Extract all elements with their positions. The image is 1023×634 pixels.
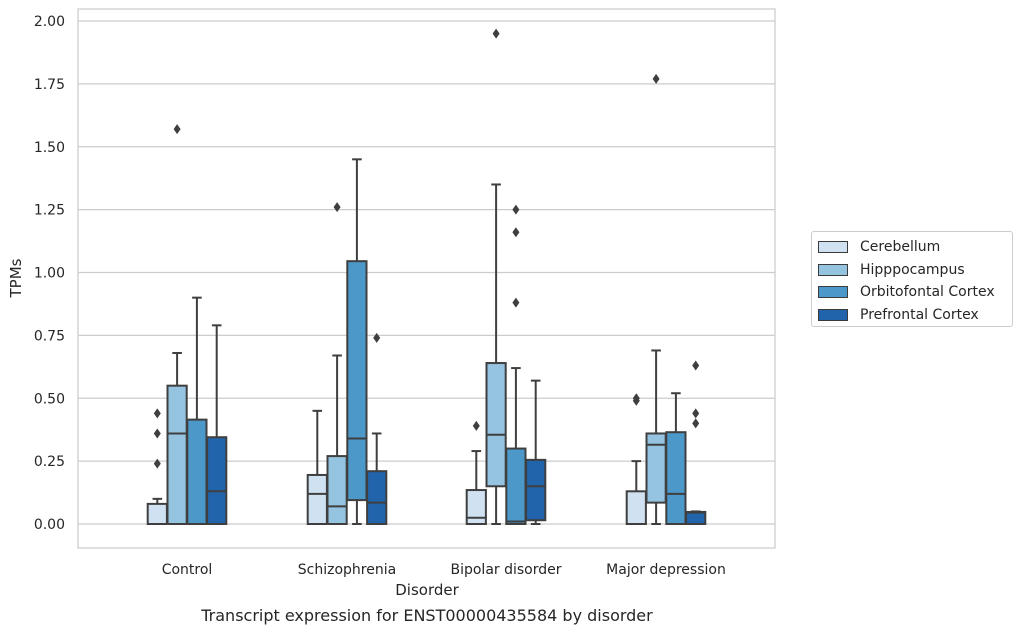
box-orbitofontal-cortex-major-depression xyxy=(665,392,687,526)
legend-label-hippocampus: Hipppocampus xyxy=(860,261,965,278)
outlier-point xyxy=(153,458,161,469)
outlier-point xyxy=(652,73,660,84)
box-hipppocampus-schizophrenia xyxy=(326,202,348,525)
box-cerebellum-schizophrenia xyxy=(306,409,328,525)
outlier-point xyxy=(173,124,181,135)
box-orbitofontal-cortex-bipolar-disorder xyxy=(505,204,527,525)
legend-label-orbitofrontal: Orbitofontal Cortex xyxy=(860,284,995,301)
box-iqr xyxy=(166,384,188,525)
box-hipppocampus-bipolar-disorder xyxy=(485,28,507,525)
outlier-point xyxy=(153,408,161,419)
box-iqr xyxy=(465,489,487,525)
box-cerebellum-major-depression xyxy=(625,393,647,525)
legend-swatch-cerebellum xyxy=(818,241,848,254)
legend: Cerebellum Hipppocampus Orbitofontal Cor… xyxy=(811,231,1013,327)
box-prefrontal-cortex-schizophrenia xyxy=(366,332,388,525)
box-hipppocampus-major-depression xyxy=(645,73,667,525)
box-orbitofontal-cortex-control xyxy=(186,296,208,525)
outlier-point xyxy=(512,227,520,238)
x-tick-label-control: Control xyxy=(162,562,213,578)
box-iqr xyxy=(625,490,647,525)
outlier-point xyxy=(512,297,520,308)
y-axis-label: TPMs xyxy=(7,258,25,298)
outlier-point xyxy=(373,332,381,343)
y-tick-label: 0.00 xyxy=(34,517,65,533)
outlier-point xyxy=(472,420,480,431)
box-groups xyxy=(146,28,707,526)
legend-swatch-orbitofrontal xyxy=(818,286,848,299)
box-prefrontal-cortex-control xyxy=(206,324,228,526)
box-iqr xyxy=(346,260,368,502)
box-orbitofontal-cortex-schizophrenia xyxy=(346,158,368,525)
x-tick-label-schizophrenia: Schizophrenia xyxy=(298,562,396,578)
outlier-point xyxy=(492,28,500,39)
box-hipppocampus-control xyxy=(166,124,188,525)
y-tick-label: 0.75 xyxy=(34,328,65,344)
y-tick-label: 0.50 xyxy=(34,391,65,407)
y-tick-label: 0.25 xyxy=(34,454,65,470)
chart-title: Transcript expression for ENST0000043558… xyxy=(201,606,653,625)
y-tick-label: 1.25 xyxy=(34,203,65,219)
y-tick-label: 1.00 xyxy=(34,266,65,282)
y-tick-label: 2.00 xyxy=(34,14,65,30)
outlier-point xyxy=(512,204,520,215)
x-tick-label-major-depression: Major depression xyxy=(606,562,726,578)
outlier-point xyxy=(333,202,341,213)
x-tick-label-bipolar-disorder: Bipolar disorder xyxy=(450,562,561,578)
box-iqr xyxy=(505,447,527,525)
box-iqr xyxy=(326,455,348,525)
outlier-point xyxy=(692,408,700,419)
outlier-point xyxy=(632,393,640,404)
legend-item-orbitofrontal: Orbitofontal Cortex xyxy=(818,281,1006,304)
legend-item-cerebellum: Cerebellum xyxy=(818,236,1006,259)
box-iqr xyxy=(685,510,707,526)
box-prefrontal-cortex-bipolar-disorder xyxy=(525,379,547,525)
box-iqr xyxy=(186,418,208,525)
y-tick-label: 1.75 xyxy=(34,77,65,93)
legend-swatch-hippocampus xyxy=(818,263,848,276)
x-axis-label: Disorder xyxy=(395,581,459,599)
box-cerebellum-control xyxy=(146,408,168,526)
box-iqr xyxy=(665,431,687,526)
legend-swatch-prefrontal xyxy=(818,308,848,321)
legend-item-hippocampus: Hipppocampus xyxy=(818,259,1006,282)
outlier-point xyxy=(153,428,161,439)
legend-label-cerebellum: Cerebellum xyxy=(860,239,941,256)
y-tick-labels: 0.00 0.25 0.50 0.75 1.00 1.25 1.50 1.75 2.00 xyxy=(34,14,65,533)
x-tick-labels: Control Schizophrenia Bipolar disorder Majo… xyxy=(162,562,726,578)
box-iqr xyxy=(366,470,388,525)
legend-label-prefrontal: Prefrontal Cortex xyxy=(860,306,979,323)
box-iqr xyxy=(206,436,228,526)
box-iqr xyxy=(525,458,547,522)
y-tick-label: 1.50 xyxy=(34,140,65,156)
box-cerebellum-bipolar-disorder xyxy=(465,420,487,525)
box-iqr xyxy=(146,502,168,526)
outlier-point xyxy=(692,418,700,429)
box-iqr xyxy=(485,362,507,488)
box-iqr xyxy=(306,473,328,525)
outlier-point xyxy=(692,360,700,371)
plot-frame xyxy=(77,8,776,549)
legend-item-prefrontal: Prefrontal Cortex xyxy=(818,304,1006,327)
box-prefrontal-cortex-major-depression xyxy=(685,360,707,526)
